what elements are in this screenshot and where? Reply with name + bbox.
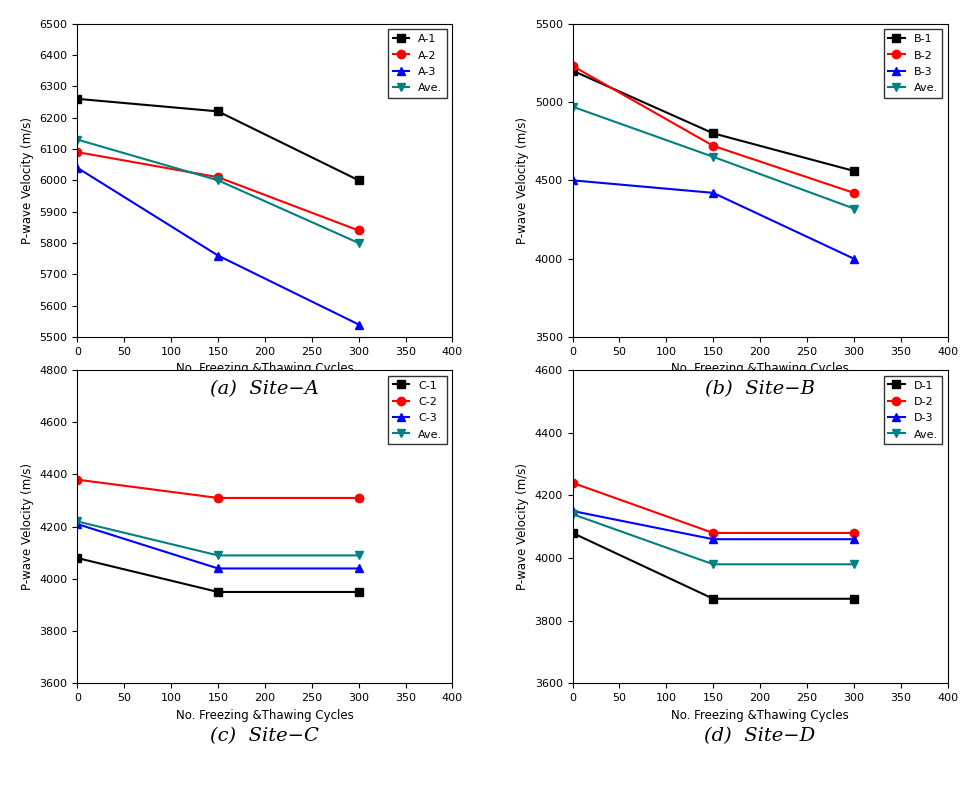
D-1 bbox=[848, 594, 860, 604]
Y-axis label: P-wave Velocity (m/s): P-wave Velocity (m/s) bbox=[516, 116, 529, 244]
D-1 bbox=[708, 594, 719, 604]
Text: (b)  Site−B: (b) Site−B bbox=[705, 380, 815, 398]
Line: C-3: C-3 bbox=[73, 520, 363, 573]
Line: Ave.: Ave. bbox=[73, 135, 363, 247]
Ave. bbox=[848, 560, 860, 569]
A-2 bbox=[212, 172, 223, 182]
Ave. bbox=[72, 517, 83, 527]
C-2 bbox=[353, 493, 365, 503]
B-1 bbox=[708, 128, 719, 138]
Legend: A-1, A-2, A-3, Ave.: A-1, A-2, A-3, Ave. bbox=[389, 29, 447, 98]
Legend: D-1, D-2, D-3, Ave.: D-1, D-2, D-3, Ave. bbox=[884, 375, 942, 444]
D-3 bbox=[848, 534, 860, 544]
Line: A-1: A-1 bbox=[73, 94, 363, 184]
Line: B-1: B-1 bbox=[569, 66, 858, 175]
Line: A-3: A-3 bbox=[73, 164, 363, 329]
C-3 bbox=[212, 563, 223, 573]
C-3 bbox=[353, 563, 365, 573]
B-1 bbox=[567, 66, 578, 76]
Line: A-2: A-2 bbox=[73, 148, 363, 235]
Line: D-2: D-2 bbox=[569, 478, 858, 537]
Line: C-2: C-2 bbox=[73, 475, 363, 502]
X-axis label: No. Freezing &Thawing Cycles: No. Freezing &Thawing Cycles bbox=[671, 708, 849, 722]
A-1 bbox=[212, 107, 223, 116]
C-1 bbox=[353, 587, 365, 597]
C-1 bbox=[72, 553, 83, 563]
Line: D-3: D-3 bbox=[569, 507, 858, 543]
Line: B-3: B-3 bbox=[569, 176, 858, 263]
D-3 bbox=[708, 534, 719, 544]
Line: C-1: C-1 bbox=[73, 554, 363, 596]
D-3 bbox=[567, 506, 578, 515]
B-3 bbox=[708, 188, 719, 198]
Legend: C-1, C-2, C-3, Ave.: C-1, C-2, C-3, Ave. bbox=[389, 375, 447, 444]
B-2 bbox=[848, 188, 860, 198]
A-3 bbox=[212, 251, 223, 260]
D-2 bbox=[708, 528, 719, 538]
A-2 bbox=[353, 226, 365, 235]
A-1 bbox=[353, 176, 365, 185]
Ave. bbox=[353, 551, 365, 560]
A-2 bbox=[72, 147, 83, 157]
Line: Ave.: Ave. bbox=[73, 517, 363, 560]
A-3 bbox=[353, 320, 365, 329]
B-2 bbox=[708, 141, 719, 150]
X-axis label: No. Freezing &Thawing Cycles: No. Freezing &Thawing Cycles bbox=[176, 708, 354, 722]
Text: (a)  Site−A: (a) Site−A bbox=[211, 380, 319, 398]
A-3 bbox=[72, 163, 83, 172]
Y-axis label: P-wave Velocity (m/s): P-wave Velocity (m/s) bbox=[516, 464, 529, 590]
C-2 bbox=[72, 475, 83, 484]
B-1 bbox=[848, 166, 860, 176]
Ave. bbox=[353, 238, 365, 248]
Ave. bbox=[567, 509, 578, 519]
Line: Ave.: Ave. bbox=[569, 510, 858, 568]
B-3 bbox=[567, 176, 578, 185]
Line: Ave.: Ave. bbox=[569, 102, 858, 212]
D-1 bbox=[567, 528, 578, 538]
Ave. bbox=[212, 176, 223, 185]
B-3 bbox=[848, 254, 860, 264]
Ave. bbox=[708, 560, 719, 569]
X-axis label: No. Freezing &Thawing Cycles: No. Freezing &Thawing Cycles bbox=[176, 362, 354, 375]
Ave. bbox=[708, 152, 719, 161]
C-1 bbox=[212, 587, 223, 597]
Y-axis label: P-wave Velocity (m/s): P-wave Velocity (m/s) bbox=[21, 464, 34, 590]
X-axis label: No. Freezing &Thawing Cycles: No. Freezing &Thawing Cycles bbox=[671, 362, 849, 375]
Text: (d)  Site−D: (d) Site−D bbox=[705, 726, 816, 745]
Y-axis label: P-wave Velocity (m/s): P-wave Velocity (m/s) bbox=[21, 116, 34, 244]
B-2 bbox=[567, 61, 578, 71]
Line: D-1: D-1 bbox=[569, 529, 858, 603]
Ave. bbox=[848, 204, 860, 213]
Legend: B-1, B-2, B-3, Ave.: B-1, B-2, B-3, Ave. bbox=[884, 29, 942, 98]
C-2 bbox=[212, 493, 223, 503]
Ave. bbox=[567, 102, 578, 112]
Ave. bbox=[72, 135, 83, 144]
Ave. bbox=[212, 551, 223, 560]
D-2 bbox=[567, 478, 578, 487]
Line: B-2: B-2 bbox=[569, 61, 858, 197]
D-2 bbox=[848, 528, 860, 538]
C-3 bbox=[72, 519, 83, 529]
Text: (c)  Site−C: (c) Site−C bbox=[211, 726, 319, 745]
A-1 bbox=[72, 94, 83, 104]
